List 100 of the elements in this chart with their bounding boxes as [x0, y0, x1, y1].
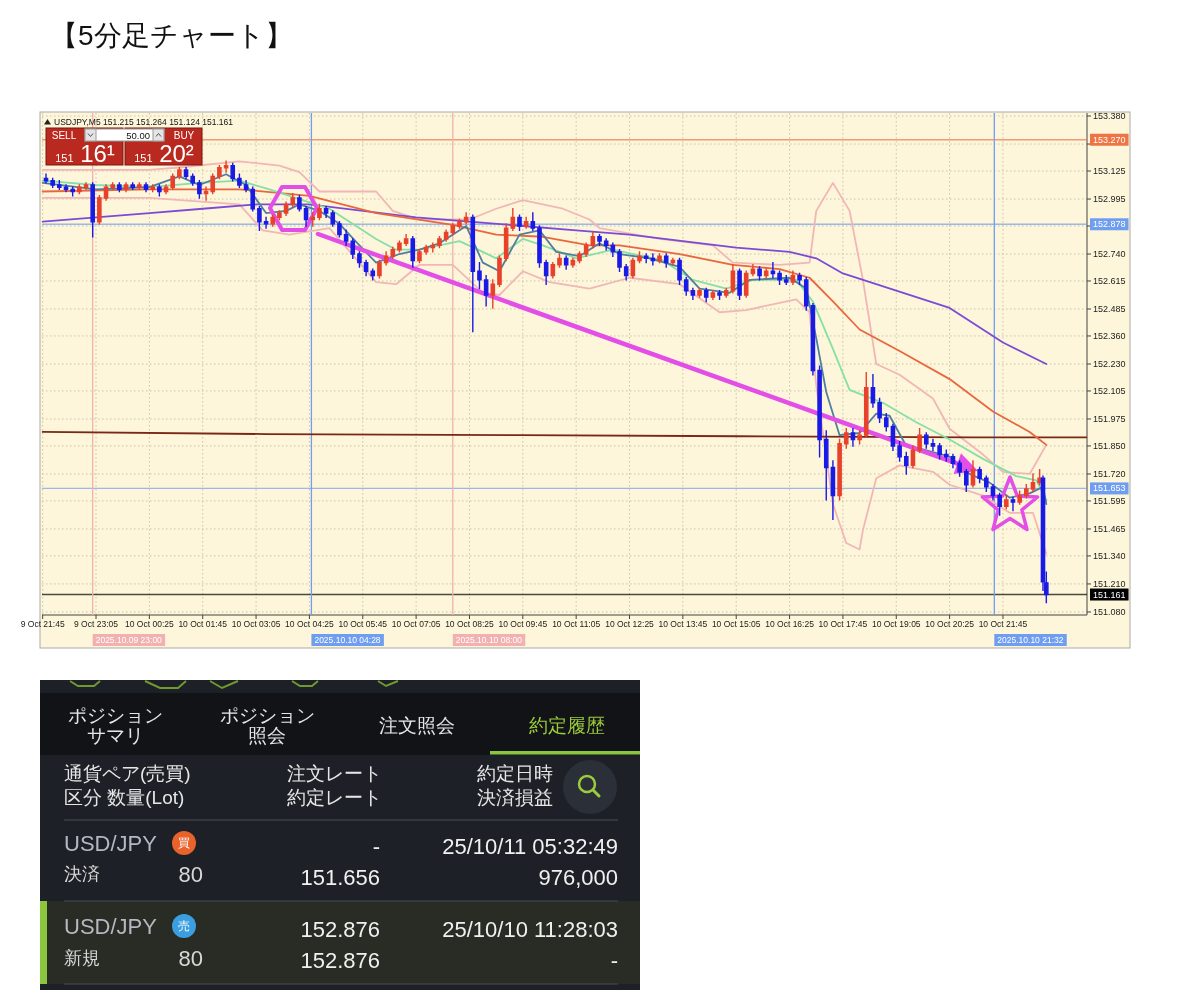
y-tick-label: 152.230 [1093, 359, 1126, 369]
annotation: 50.00 [126, 129, 150, 141]
text: 25/10/11 05:32:49 [442, 833, 618, 859]
y-tick-label: 152.485 [1093, 304, 1126, 315]
x-tick-label: 10 Oct 05:45 [338, 619, 388, 629]
x-tick-label: 10 Oct 03:05 [231, 619, 281, 629]
candlestick [197, 180, 202, 199]
x-tick-label: 10 Oct 01:45 [178, 619, 228, 629]
candlestick [350, 238, 356, 260]
candlestick [997, 492, 1002, 516]
text: 151.656 [300, 864, 380, 890]
candlestick [223, 160, 229, 173]
text: 買 [178, 836, 190, 850]
candlestick [510, 208, 516, 232]
candlestick [843, 427, 849, 449]
candlestick [163, 184, 169, 195]
candlestick [970, 460, 976, 488]
text: 新規 [64, 948, 100, 968]
annotation: SELL [51, 129, 77, 141]
candlestick [590, 231, 596, 249]
candlestick [417, 249, 422, 264]
candlestick [143, 182, 149, 193]
candlestick [977, 466, 982, 484]
ref-line-label: 151.161 [1093, 589, 1126, 600]
candlestick [850, 427, 856, 447]
candlestick [83, 182, 89, 191]
x-tick-label: 10 Oct 00:25 [125, 619, 174, 629]
candlestick [103, 184, 109, 201]
candlestick [43, 173, 49, 184]
line-series [41, 188, 1048, 446]
candlestick [710, 289, 716, 301]
candlestick [130, 182, 135, 191]
candlestick [57, 180, 62, 191]
candlestick [963, 468, 969, 492]
candlestick [210, 173, 216, 195]
candlestick [1037, 468, 1042, 486]
candlestick [410, 236, 416, 268]
ref-line-label: 2025.10.10 04:28 [314, 635, 381, 645]
candlestick [663, 253, 669, 268]
candlestick [517, 214, 522, 232]
candlestick [137, 182, 142, 191]
candlestick [757, 266, 762, 281]
candlestick [150, 184, 155, 193]
candlestick [583, 242, 589, 257]
candlestick [77, 184, 82, 195]
ref-line-label: 153.270 [1093, 134, 1126, 145]
candlestick [483, 274, 489, 307]
candlestick [577, 251, 582, 264]
candlestick [363, 259, 369, 277]
candlestick [657, 253, 662, 264]
candlestick [597, 233, 602, 247]
x-tick-label: 10 Oct 13:45 [658, 619, 708, 629]
text: 通貨ペア(売買) [64, 762, 191, 784]
candlestick [570, 257, 576, 268]
candlestick [643, 253, 649, 264]
candlestick [450, 223, 456, 236]
candlestick [930, 438, 936, 451]
text: 注文レート [287, 762, 382, 784]
text: 約定日時 [477, 762, 553, 784]
candlestick [703, 287, 709, 303]
y-tick-label: 152.105 [1093, 385, 1126, 396]
ref-line-label: 152.878 [1093, 219, 1126, 230]
candlestick [923, 432, 929, 449]
candlestick [110, 182, 115, 191]
candlestick [683, 277, 689, 296]
candlestick [457, 218, 462, 229]
candlestick [97, 195, 102, 225]
candlestick [370, 268, 376, 281]
candlestick [790, 270, 796, 285]
candlestick [257, 205, 262, 232]
candlestick [277, 210, 282, 221]
text: 約定履歴 [529, 714, 605, 736]
candlestick [1024, 484, 1029, 499]
x-tick-label: 10 Oct 09:45 [498, 619, 548, 629]
text: - [610, 947, 618, 973]
candlestick [690, 287, 696, 301]
candlestick [170, 173, 176, 191]
x-tick-label: 9 Oct 23:05 [74, 619, 119, 629]
candlestick [337, 220, 342, 238]
text: 決済 [64, 864, 100, 884]
y-tick-label: 151.595 [1093, 495, 1126, 506]
candlestick [270, 214, 276, 227]
text: 決済損益 [477, 786, 553, 808]
candlestick [943, 449, 949, 462]
candlestick [910, 445, 916, 469]
candlestick [617, 249, 622, 272]
candlestick [490, 279, 496, 309]
text: 152.876 [300, 916, 380, 942]
candlestick [717, 289, 722, 301]
ref-line-label: 151.653 [1093, 483, 1126, 494]
candlestick [897, 440, 902, 462]
candlestick [863, 371, 869, 439]
candlestick [810, 302, 816, 376]
candlestick [557, 253, 562, 268]
candlestick [157, 184, 162, 197]
candlestick [543, 259, 549, 285]
candlestick [263, 216, 269, 229]
candlestick [423, 244, 429, 255]
candlestick [937, 443, 942, 460]
candlestick [343, 229, 349, 247]
